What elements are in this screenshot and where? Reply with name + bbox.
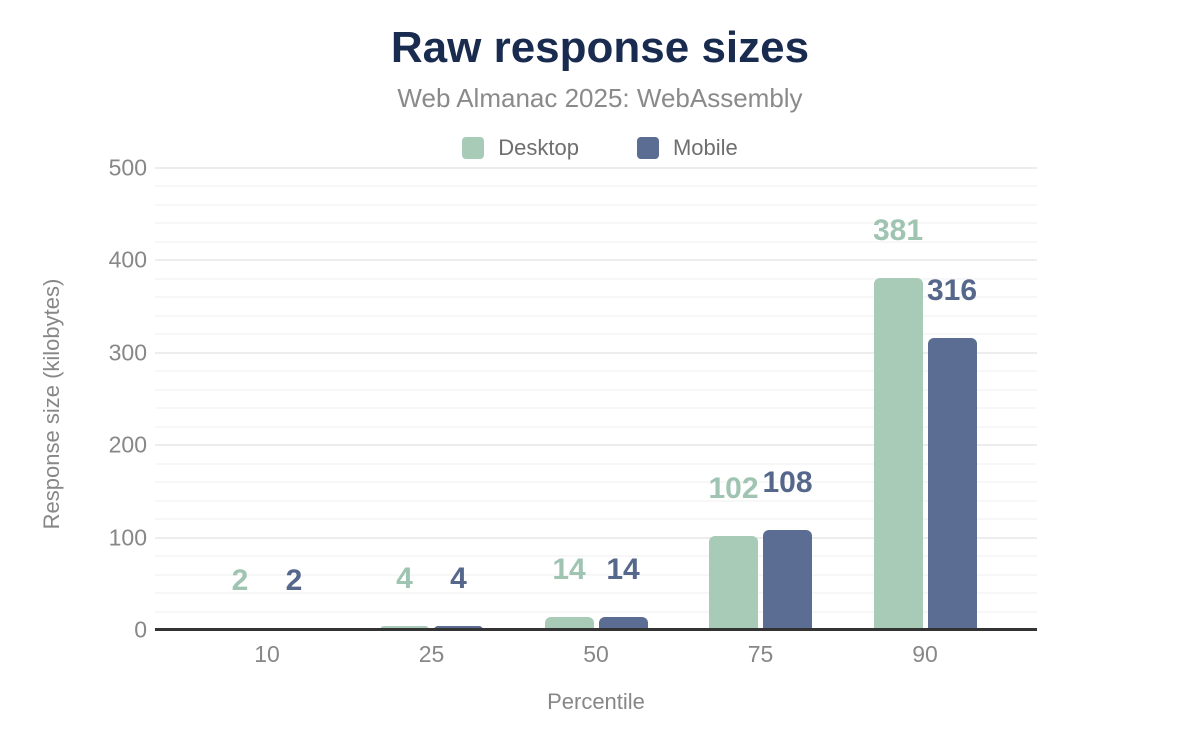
value-label-mobile-p75: 108 <box>762 466 813 499</box>
mobile-legend-swatch <box>636 137 659 159</box>
gridline-minor <box>155 518 1037 521</box>
legend-item-mobile: Mobile <box>636 135 738 161</box>
bar-desktop-p50 <box>544 617 594 630</box>
y-tick-100: 100 <box>108 524 147 551</box>
gridline-minor <box>155 296 1037 299</box>
value-label-desktop-p75: 102 <box>708 472 759 505</box>
y-tick-0: 0 <box>134 616 147 643</box>
gridline-minor <box>155 314 1037 317</box>
gridline-minor <box>155 222 1037 225</box>
x-tick-50: 50 <box>583 641 609 667</box>
x-tick-25: 25 <box>418 641 445 667</box>
gridline-minor <box>155 555 1037 558</box>
mobile-legend-label: Mobile <box>672 135 738 160</box>
desktop-legend-swatch <box>462 137 485 159</box>
x-tick-90: 90 <box>912 641 938 667</box>
plot-area: 10 2 2 25 4 4 50 14 14 75 102 108 90 381 316 <box>155 167 1037 666</box>
legend: Desktop Mobile <box>0 135 1200 161</box>
bar-desktop-p75 <box>709 536 758 630</box>
value-label-desktop-p25: 4 <box>396 562 413 595</box>
gridline-minor <box>155 425 1037 428</box>
value-label-mobile-p90: 316 <box>926 274 978 307</box>
y-tick-300: 300 <box>108 339 147 366</box>
bar-mobile-p75 <box>763 530 812 630</box>
value-label-mobile-p25: 4 <box>450 562 467 595</box>
gridline-minor <box>155 407 1037 410</box>
y-tick-400: 400 <box>108 246 147 273</box>
gridline-minor <box>155 203 1037 206</box>
value-label-desktop-p50: 14 <box>552 553 586 586</box>
gridline-minor <box>155 481 1037 484</box>
gridline-minor <box>155 592 1037 595</box>
x-tick-10: 10 <box>254 641 280 667</box>
gridline-minor <box>155 388 1037 391</box>
x-axis-line <box>155 628 1037 631</box>
value-label-mobile-p10: 2 <box>285 564 303 597</box>
gridline-minor <box>155 499 1037 502</box>
desktop-legend-label: Desktop <box>498 135 579 160</box>
y-axis-ticks: 0 100 200 300 400 500 <box>55 156 147 641</box>
gridline-major <box>155 259 1037 262</box>
bar-desktop-p90 <box>873 278 923 630</box>
x-tick-75: 75 <box>747 641 774 667</box>
value-label-mobile-p50: 14 <box>606 553 640 586</box>
value-label-desktop-p10: 2 <box>231 564 249 597</box>
gridline-minor <box>155 240 1037 243</box>
gridline-minor <box>155 610 1037 613</box>
gridline-minor <box>155 185 1037 188</box>
gridline-major <box>155 351 1037 354</box>
gridline-minor <box>155 370 1037 373</box>
y-tick-200: 200 <box>108 431 147 458</box>
gridline-minor <box>155 333 1037 336</box>
value-label-desktop-p90: 381 <box>872 214 924 247</box>
gridline-minor <box>155 462 1037 465</box>
gridline-minor <box>155 277 1037 280</box>
bar-mobile-p50 <box>598 617 648 630</box>
gridline-major <box>155 536 1037 539</box>
gridline-major <box>155 167 1037 169</box>
gridline-minor <box>155 573 1037 576</box>
chart-title: Raw response sizes <box>390 23 810 72</box>
gridline-major <box>155 444 1037 447</box>
legend-item-desktop: Desktop <box>462 135 579 161</box>
bar-mobile-p90 <box>927 338 977 630</box>
chart-subtitle: Web Almanac 2025: WebAssembly <box>397 83 803 113</box>
x-axis-title: Percentile <box>547 689 645 714</box>
y-tick-500: 500 <box>108 154 147 181</box>
